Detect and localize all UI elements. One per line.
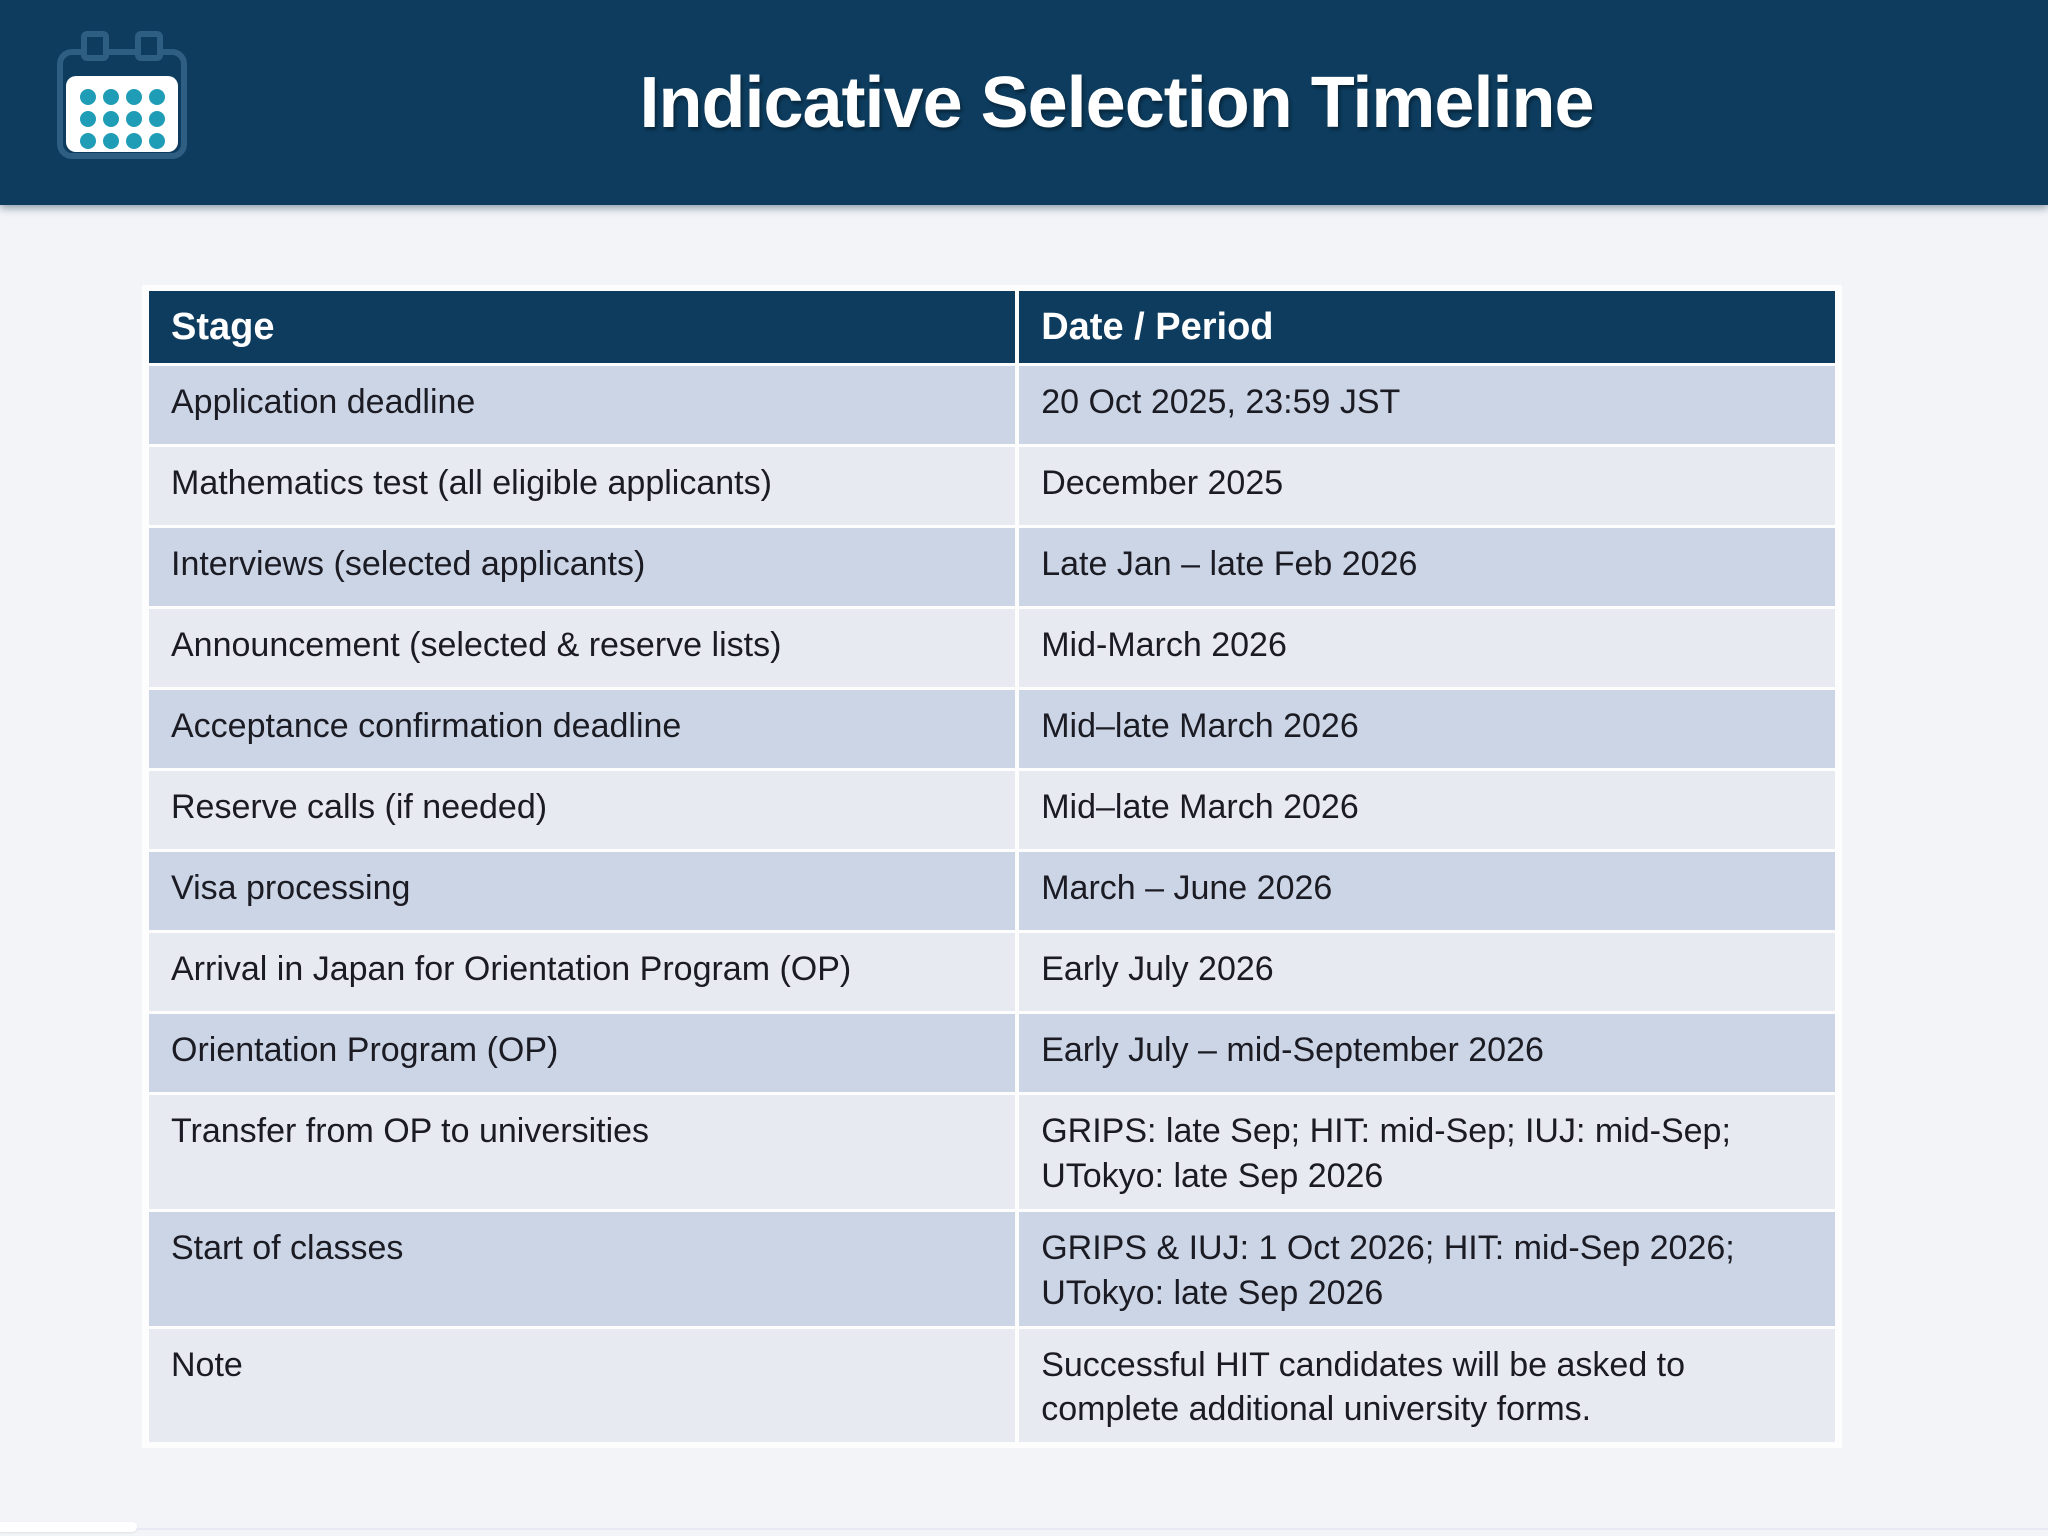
title-container: Indicative Selection Timeline [185, 0, 2048, 205]
table-row: Interviews (selected applicants) Late Jan… [149, 528, 1835, 606]
table-row: Application deadline 20 Oct 2025, 23:59 J… [149, 366, 1835, 444]
table-row: Acceptance confirmation deadline Mid–late… [149, 690, 1835, 768]
stage-cell: Application deadline [149, 366, 1016, 444]
stage-cell: Arrival in Japan for Orientation Program… [149, 933, 1016, 1011]
date-period-cell: December 2025 [1019, 447, 1835, 525]
table-row: Start of classes GRIPS & IUJ: 1 Oct 2026;… [149, 1211, 1835, 1326]
column-header-date-period: Date / Period [1019, 291, 1835, 363]
date-period-cell: March – June 2026 [1019, 852, 1835, 930]
date-period-cell: Mid-March 2026 [1019, 609, 1835, 687]
date-period-cell: Early July 2026 [1019, 933, 1835, 1011]
stage-cell: Mathematics test (all eligible applicant… [149, 447, 1016, 525]
stage-cell: Interviews (selected applicants) [149, 528, 1016, 606]
date-period-cell: GRIPS: late Sep; HIT: mid-Sep; IUJ: mid-… [1019, 1095, 1835, 1209]
table-row: Visa processing March – June 2026 [149, 852, 1835, 930]
table-row: Mathematics test (all eligible applicant… [149, 447, 1835, 525]
stage-cell: Start of classes [149, 1211, 1016, 1326]
table-header-row: Stage Date / Period [149, 291, 1835, 363]
footer-progress-strip [0, 1522, 137, 1532]
table-row: Arrival in Japan for Orientation Program… [149, 933, 1835, 1011]
table-row: Announcement (selected & reserve lists) M… [149, 609, 1835, 687]
date-period-cell: Mid–late March 2026 [1019, 771, 1835, 849]
stage-cell: Reserve calls (if needed) [149, 771, 1016, 849]
footer-divider [0, 1528, 2048, 1530]
header-bar: Indicative Selection Timeline [0, 0, 2048, 205]
table-row: Reserve calls (if needed) Mid–late March … [149, 771, 1835, 849]
stage-cell: Note [149, 1328, 1016, 1443]
date-period-cell: Late Jan – late Feb 2026 [1019, 528, 1835, 606]
table-row: Note Successful HIT candidates will be as… [149, 1328, 1835, 1443]
column-header-stage: Stage [149, 291, 1016, 363]
date-period-cell: Mid–late March 2026 [1019, 690, 1835, 768]
stage-cell: Orientation Program (OP) [149, 1014, 1016, 1092]
stage-cell: Announcement (selected & reserve lists) [149, 609, 1016, 687]
table-row: Transfer from OP to universities GRIPS: l… [149, 1095, 1835, 1209]
date-period-cell: Early July – mid-September 2026 [1019, 1014, 1835, 1092]
timeline-table: Stage Date / Period Application deadline… [142, 285, 1842, 1449]
date-period-cell: GRIPS & IUJ: 1 Oct 2026; HIT: mid-Sep 20… [1019, 1211, 1835, 1326]
page-title: Indicative Selection Timeline [639, 62, 1594, 143]
calendar-icon [52, 22, 192, 167]
date-period-cell: Successful HIT candidates will be asked … [1019, 1328, 1835, 1443]
date-period-cell: 20 Oct 2025, 23:59 JST [1019, 366, 1835, 444]
table-row: Orientation Program (OP) Early July – mid… [149, 1014, 1835, 1092]
stage-cell: Visa processing [149, 852, 1016, 930]
stage-cell: Transfer from OP to universities [149, 1095, 1016, 1209]
stage-cell: Acceptance confirmation deadline [149, 690, 1016, 768]
selection-timeline-table: Stage Date / Period Application deadline… [145, 288, 1839, 1445]
